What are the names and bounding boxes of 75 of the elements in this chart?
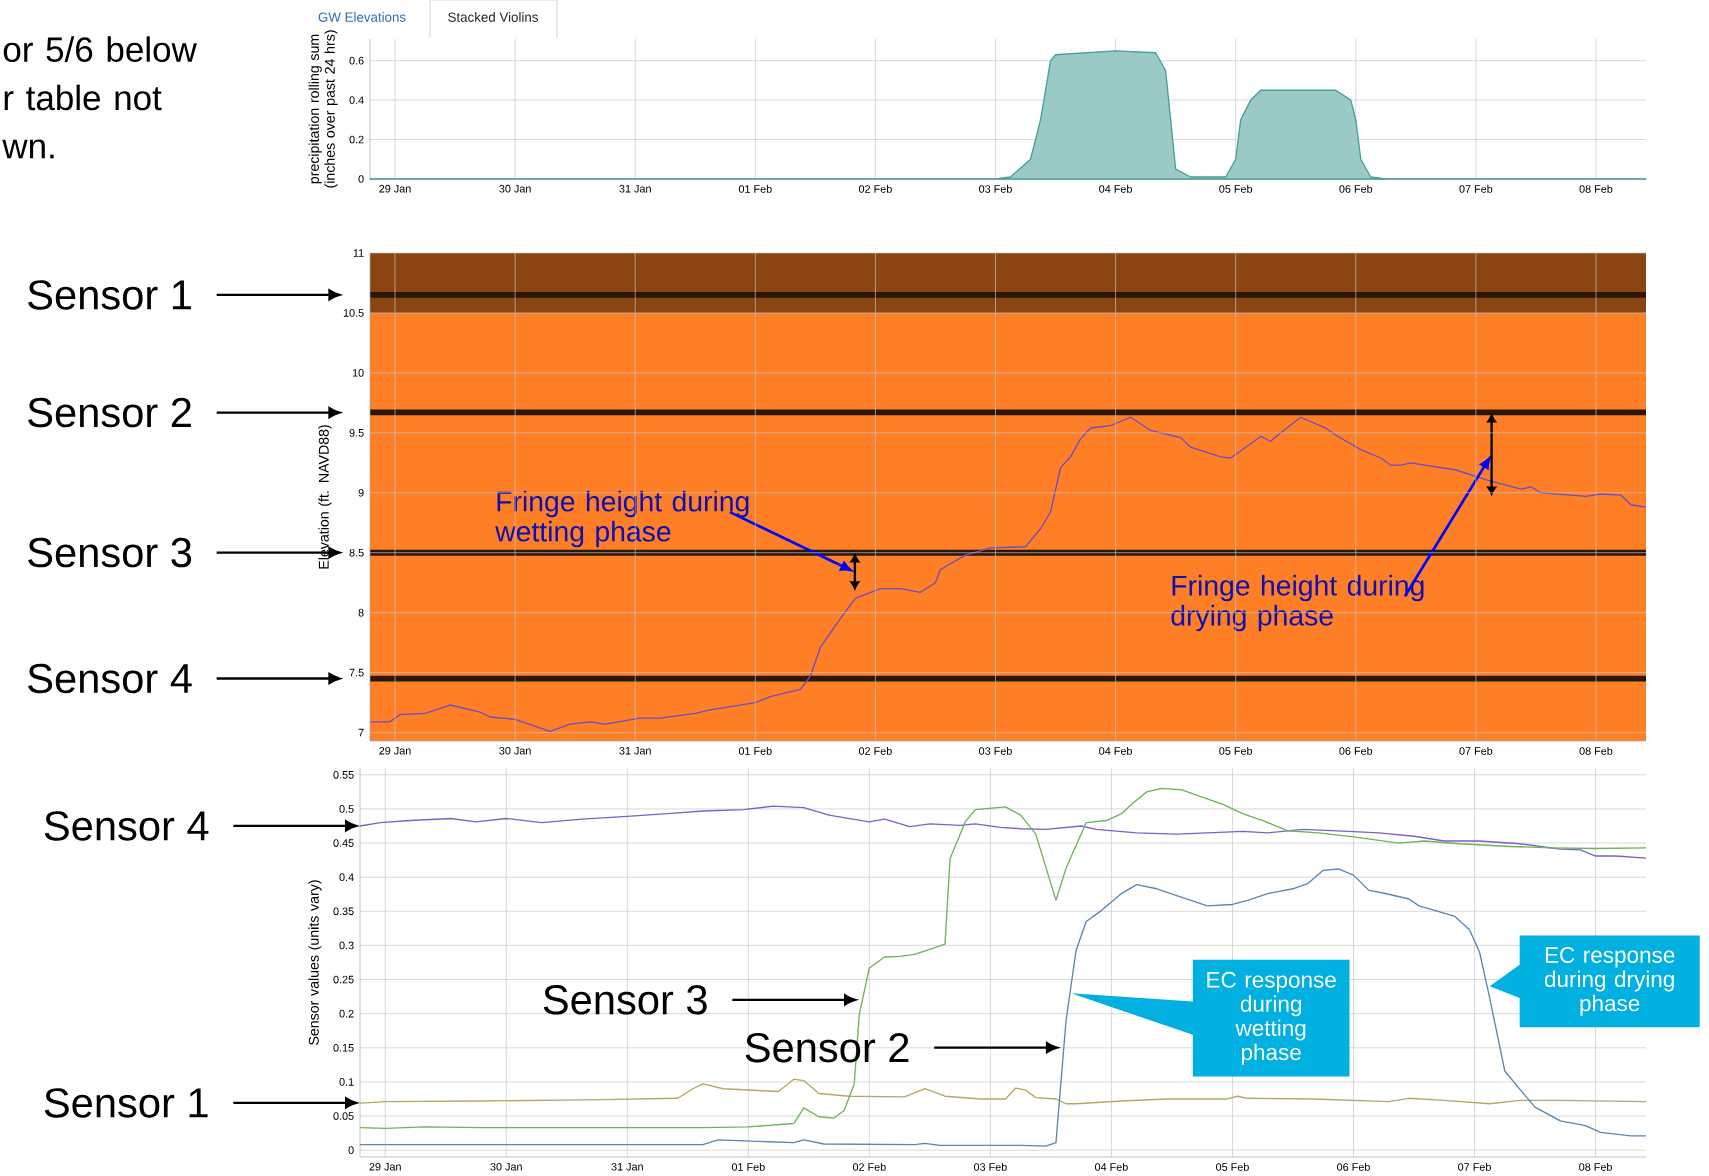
x-tick-label: 29 Jan [379,746,411,755]
y-axis-title: Sensor values (units vary) [308,880,322,1045]
x-tick-label: 30 Jan [499,184,531,193]
x-tick-label: 29 Jan [379,184,411,193]
text: Sensor 4 [44,811,209,841]
y-tick-label: 9 [358,488,364,497]
x-tick-label: 01 Feb [738,184,772,193]
x-tick-label: 08 Feb [1579,1162,1612,1171]
text: Sensor 2 [28,397,191,428]
y-tick-label: 0 [348,1146,354,1154]
annotation: EC response during wetting phase [1207,971,1336,1065]
y-tick-label: 0.05 [333,1112,354,1120]
x-tick-label: 03 Feb [973,1162,1007,1171]
x-tick-label: 02 Feb [858,746,892,755]
text: Sensor 4 [28,663,192,694]
x-tick-label: 05 Feb [1219,746,1253,755]
x-tick-label: 31 Jan [619,184,651,193]
y-tick-label: 0.35 [333,907,354,916]
y-tick-label: 0.45 [333,839,354,847]
y-tick-label: 10.5 [343,309,364,317]
x-tick-label: 31 Jan [619,746,651,755]
y-axis-title: Elevation (ft. NAVD88) [318,425,332,569]
y-tick-label: 0.3 [339,941,354,950]
y-tick-label: 8.5 [349,548,364,557]
y-tick-label: 7.5 [349,668,364,677]
x-tick-label: 29 Jan [369,1162,401,1171]
text: Stacked Violins [448,12,538,22]
x-tick-label: 05 Feb [1216,1162,1249,1171]
x-tick-label: 07 Feb [1458,1162,1491,1171]
x-tick-label: 03 Feb [979,184,1012,193]
text: Sensor 1 [28,280,191,310]
text: GW Elevations [318,12,406,22]
x-tick-label: 02 Feb [852,1162,886,1171]
text: or 5/6 below r table not wn. [2,36,197,159]
x-tick-label: 30 Jan [490,1162,522,1171]
y-tick-label: 0.1 [339,1078,354,1086]
y-tick-label: 10 [352,369,364,377]
x-tick-label: 08 Feb [1579,746,1613,755]
y-axis-title: precipitation rolling sum (inches over past 24 hrs) [308,30,338,188]
y-tick-label: 8 [358,608,364,617]
y-tick-label: 11 [353,249,364,257]
annotation: Fringe height during wetting phase [495,490,749,548]
x-tick-label: 31 Jan [611,1162,643,1171]
x-tick-label: 01 Feb [738,746,772,755]
y-tick-label: 0.4 [349,96,364,104]
y-tick-label: 7 [358,728,364,737]
y-tick-label: 0 [358,175,364,183]
x-tick-label: 30 Jan [499,746,531,755]
text: Sensor 1 [44,1088,208,1118]
x-tick-label: 06 Feb [1339,184,1373,193]
annotation: Sensor 3 [543,985,707,1015]
y-tick-label: 0.2 [339,1009,354,1018]
y-tick-label: 0.2 [349,135,364,144]
x-tick-label: 04 Feb [1094,1162,1128,1171]
x-tick-label: 03 Feb [979,746,1012,755]
x-tick-label: 05 Feb [1219,184,1253,193]
x-tick-label: 06 Feb [1339,746,1373,755]
y-tick-label: 9.5 [349,429,364,437]
annotation: EC response during drying phase [1544,947,1675,1016]
y-tick-label: 0.15 [333,1043,354,1052]
text: Sensor 3 [28,537,192,568]
y-tick-label: 0.5 [339,805,354,813]
x-tick-label: 07 Feb [1459,746,1493,755]
x-tick-label: 08 Feb [1579,184,1613,193]
y-tick-label: 0.25 [333,975,354,984]
x-tick-label: 04 Feb [1099,184,1132,193]
x-tick-label: 02 Feb [858,184,892,193]
y-tick-label: 0.6 [349,56,364,65]
annotation: Sensor 2 [745,1032,909,1063]
x-tick-label: 07 Feb [1459,184,1493,193]
x-tick-label: 01 Feb [731,1162,765,1171]
y-tick-label: 0.4 [339,873,354,882]
y-tick-label: 0.55 [333,770,354,779]
x-tick-label: 04 Feb [1099,746,1132,755]
x-tick-label: 06 Feb [1337,1162,1370,1171]
